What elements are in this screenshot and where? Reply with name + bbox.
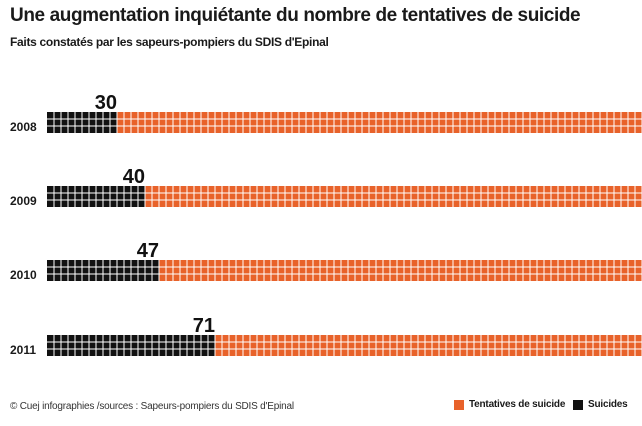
legend-label-attempts: Tentatives de suicide — [469, 399, 566, 410]
source-credit: © Cuej infographies /sources : Sapeurs-p… — [10, 401, 294, 412]
year-label: 2011 — [10, 343, 36, 357]
legend-item-suicides: Suicides — [573, 399, 628, 410]
row-2010: 201047727 — [10, 240, 642, 282]
year-label: 2008 — [10, 120, 37, 134]
suicide-count-label: 47 — [137, 240, 159, 262]
row-2008: 200830499 — [10, 92, 642, 134]
suicide-count-label: 30 — [95, 92, 117, 114]
bar-attempts — [215, 335, 642, 356]
bar-attempts — [145, 186, 642, 207]
legend-label-suicides: Suicides — [588, 399, 628, 410]
chart-title: Une augmentation inquiétante du nombre d… — [10, 5, 581, 26]
suicide-count-label: 40 — [123, 166, 145, 188]
legend-swatch-suicides — [573, 399, 583, 410]
legend-item-attempts: Tentatives de suicide — [454, 399, 565, 410]
year-label: 2009 — [10, 194, 37, 208]
year-label: 2010 — [10, 268, 37, 282]
row-2011: 201171764 — [10, 315, 642, 357]
suicide-count-label: 71 — [193, 315, 215, 337]
row-2009: 200940625 — [10, 166, 642, 208]
bar-attempts — [159, 260, 642, 281]
legend-swatch-attempts — [454, 399, 464, 410]
bar-attempts — [117, 112, 642, 133]
chart-subtitle: Faits constatés par les sapeurs-pompiers… — [10, 35, 329, 49]
